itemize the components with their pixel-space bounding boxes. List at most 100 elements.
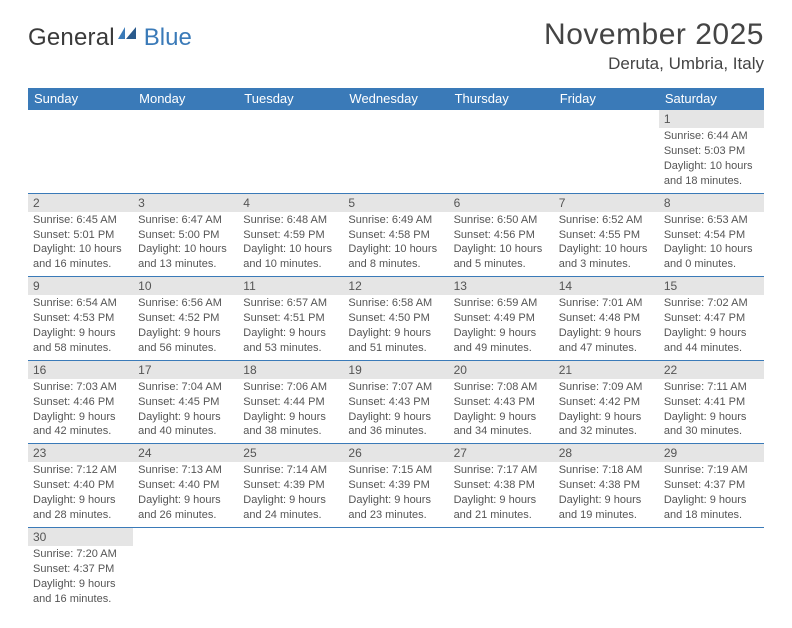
logo-text-blue: Blue [144, 24, 192, 52]
sunset-text: Sunset: 4:42 PM [559, 395, 654, 410]
calendar-cell: 17Sunrise: 7:04 AMSunset: 4:45 PMDayligh… [133, 360, 238, 444]
sunrise-text: Sunrise: 6:45 AM [33, 213, 128, 228]
sunset-text: Sunset: 4:56 PM [454, 228, 549, 243]
day-details: Sunrise: 7:18 AMSunset: 4:38 PMDaylight:… [554, 462, 659, 526]
sunrise-text: Sunrise: 7:02 AM [664, 296, 759, 311]
day-number-empty [238, 110, 343, 128]
day-number: 23 [28, 444, 133, 462]
calendar-cell: 18Sunrise: 7:06 AMSunset: 4:44 PMDayligh… [238, 360, 343, 444]
sunset-text: Sunset: 5:00 PM [138, 228, 233, 243]
calendar-cell: 28Sunrise: 7:18 AMSunset: 4:38 PMDayligh… [554, 443, 659, 527]
daylight-text: Daylight: 9 hours and 21 minutes. [454, 493, 549, 523]
day-number: 3 [133, 194, 238, 212]
calendar-cell [28, 109, 133, 193]
day-number-empty [28, 110, 133, 128]
day-details: Sunrise: 6:58 AMSunset: 4:50 PMDaylight:… [343, 295, 448, 359]
day-number-empty [238, 528, 343, 546]
daylight-text: Daylight: 9 hours and 30 minutes. [664, 410, 759, 440]
day-number: 9 [28, 277, 133, 295]
day-details: Sunrise: 7:04 AMSunset: 4:45 PMDaylight:… [133, 379, 238, 443]
sunset-text: Sunset: 4:39 PM [243, 478, 338, 493]
calendar-week-row: 30Sunrise: 7:20 AMSunset: 4:37 PMDayligh… [28, 527, 764, 611]
calendar-cell [238, 109, 343, 193]
day-header: Thursday [449, 88, 554, 109]
sunset-text: Sunset: 4:40 PM [33, 478, 128, 493]
day-details: Sunrise: 6:59 AMSunset: 4:49 PMDaylight:… [449, 295, 554, 359]
day-details: Sunrise: 6:49 AMSunset: 4:58 PMDaylight:… [343, 212, 448, 276]
sunset-text: Sunset: 4:37 PM [33, 562, 128, 577]
daylight-text: Daylight: 10 hours and 0 minutes. [664, 242, 759, 272]
day-number: 17 [133, 361, 238, 379]
day-number: 4 [238, 194, 343, 212]
daylight-text: Daylight: 9 hours and 36 minutes. [348, 410, 443, 440]
calendar-cell [659, 527, 764, 611]
day-details: Sunrise: 7:01 AMSunset: 4:48 PMDaylight:… [554, 295, 659, 359]
day-number-empty [554, 528, 659, 546]
logo: General Blue [28, 24, 192, 52]
calendar-cell: 20Sunrise: 7:08 AMSunset: 4:43 PMDayligh… [449, 360, 554, 444]
calendar-cell: 15Sunrise: 7:02 AMSunset: 4:47 PMDayligh… [659, 276, 764, 360]
day-details: Sunrise: 6:47 AMSunset: 5:00 PMDaylight:… [133, 212, 238, 276]
sunrise-text: Sunrise: 7:03 AM [33, 380, 128, 395]
sunrise-text: Sunrise: 7:15 AM [348, 463, 443, 478]
sunrise-text: Sunrise: 7:18 AM [559, 463, 654, 478]
sunset-text: Sunset: 4:38 PM [559, 478, 654, 493]
day-details: Sunrise: 6:57 AMSunset: 4:51 PMDaylight:… [238, 295, 343, 359]
day-number: 1 [659, 110, 764, 128]
sunrise-text: Sunrise: 7:20 AM [33, 547, 128, 562]
calendar-cell [449, 109, 554, 193]
sunrise-text: Sunrise: 6:49 AM [348, 213, 443, 228]
day-number: 15 [659, 277, 764, 295]
calendar-cell: 23Sunrise: 7:12 AMSunset: 4:40 PMDayligh… [28, 443, 133, 527]
day-details: Sunrise: 6:44 AMSunset: 5:03 PMDaylight:… [659, 128, 764, 192]
sunset-text: Sunset: 4:49 PM [454, 311, 549, 326]
calendar-cell [554, 527, 659, 611]
sunrise-text: Sunrise: 7:09 AM [559, 380, 654, 395]
calendar-cell: 10Sunrise: 6:56 AMSunset: 4:52 PMDayligh… [133, 276, 238, 360]
calendar-cell: 6Sunrise: 6:50 AMSunset: 4:56 PMDaylight… [449, 193, 554, 277]
day-number: 24 [133, 444, 238, 462]
daylight-text: Daylight: 9 hours and 24 minutes. [243, 493, 338, 523]
daylight-text: Daylight: 10 hours and 18 minutes. [664, 159, 759, 189]
day-details: Sunrise: 7:20 AMSunset: 4:37 PMDaylight:… [28, 546, 133, 610]
sunrise-text: Sunrise: 6:54 AM [33, 296, 128, 311]
day-details: Sunrise: 7:14 AMSunset: 4:39 PMDaylight:… [238, 462, 343, 526]
sunrise-text: Sunrise: 7:13 AM [138, 463, 233, 478]
calendar-cell: 14Sunrise: 7:01 AMSunset: 4:48 PMDayligh… [554, 276, 659, 360]
calendar-cell [238, 527, 343, 611]
day-details: Sunrise: 7:07 AMSunset: 4:43 PMDaylight:… [343, 379, 448, 443]
day-details: Sunrise: 7:13 AMSunset: 4:40 PMDaylight:… [133, 462, 238, 526]
daylight-text: Daylight: 9 hours and 42 minutes. [33, 410, 128, 440]
calendar-cell: 29Sunrise: 7:19 AMSunset: 4:37 PMDayligh… [659, 443, 764, 527]
day-number-empty [343, 110, 448, 128]
sunset-text: Sunset: 4:50 PM [348, 311, 443, 326]
sunrise-text: Sunrise: 6:53 AM [664, 213, 759, 228]
sunset-text: Sunset: 4:40 PM [138, 478, 233, 493]
sunset-text: Sunset: 4:51 PM [243, 311, 338, 326]
sunset-text: Sunset: 4:58 PM [348, 228, 443, 243]
day-number: 14 [554, 277, 659, 295]
day-number: 27 [449, 444, 554, 462]
sunrise-text: Sunrise: 7:12 AM [33, 463, 128, 478]
day-details: Sunrise: 6:56 AMSunset: 4:52 PMDaylight:… [133, 295, 238, 359]
day-details: Sunrise: 6:50 AMSunset: 4:56 PMDaylight:… [449, 212, 554, 276]
day-details: Sunrise: 7:19 AMSunset: 4:37 PMDaylight:… [659, 462, 764, 526]
daylight-text: Daylight: 9 hours and 44 minutes. [664, 326, 759, 356]
sunset-text: Sunset: 4:52 PM [138, 311, 233, 326]
day-number-empty [554, 110, 659, 128]
calendar-cell [133, 527, 238, 611]
calendar-cell: 21Sunrise: 7:09 AMSunset: 4:42 PMDayligh… [554, 360, 659, 444]
calendar-cell: 27Sunrise: 7:17 AMSunset: 4:38 PMDayligh… [449, 443, 554, 527]
day-number: 20 [449, 361, 554, 379]
day-number: 25 [238, 444, 343, 462]
sunrise-text: Sunrise: 7:04 AM [138, 380, 233, 395]
calendar-week-row: 2Sunrise: 6:45 AMSunset: 5:01 PMDaylight… [28, 193, 764, 277]
day-details: Sunrise: 6:48 AMSunset: 4:59 PMDaylight:… [238, 212, 343, 276]
day-details: Sunrise: 7:03 AMSunset: 4:46 PMDaylight:… [28, 379, 133, 443]
calendar-cell: 13Sunrise: 6:59 AMSunset: 4:49 PMDayligh… [449, 276, 554, 360]
sunset-text: Sunset: 4:54 PM [664, 228, 759, 243]
calendar-cell: 30Sunrise: 7:20 AMSunset: 4:37 PMDayligh… [28, 527, 133, 611]
day-header-row: SundayMondayTuesdayWednesdayThursdayFrid… [28, 88, 764, 109]
sunrise-text: Sunrise: 7:08 AM [454, 380, 549, 395]
sunrise-text: Sunrise: 6:59 AM [454, 296, 549, 311]
